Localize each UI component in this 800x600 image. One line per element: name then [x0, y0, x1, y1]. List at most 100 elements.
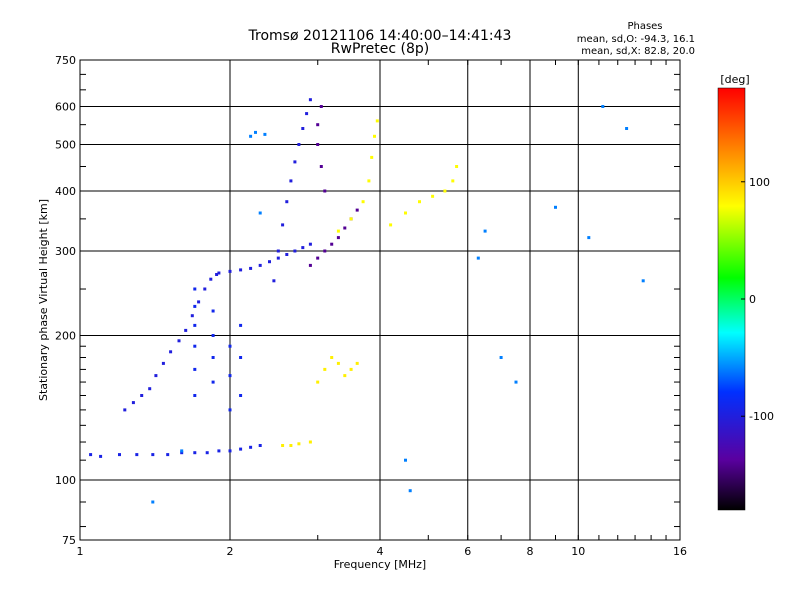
data-point: 2.3 MHz, 280 km: [258, 263, 262, 267]
colorbar-tick-label: 0: [749, 293, 756, 306]
data-point: 7 MHz, 180 km: [499, 356, 503, 359]
data-point: 2.1 MHz, 116 km: [239, 447, 243, 451]
colorbar-tick-label: 100: [749, 176, 770, 189]
data-point: 4.8 MHz, 380 km: [418, 200, 421, 204]
data-point: 1.7 MHz, 230 km: [193, 304, 197, 308]
data-point: 5.7 MHz, 450 km: [455, 165, 459, 168]
data-point: 1.5 MHz, 113 km: [166, 453, 170, 457]
data-point: 3.7 MHz, 380 km: [361, 200, 365, 204]
data-point: 3.05 MHz, 450 km: [319, 165, 323, 168]
data-point: 3.2 MHz, 310 km: [330, 242, 334, 246]
data-point: 2.25 MHz, 530 km: [254, 130, 257, 134]
data-point: 1.7 MHz, 190 km: [193, 344, 197, 348]
data-point: 2.1 MHz, 274 km: [239, 268, 243, 272]
data-point: 2.9 MHz, 620 km: [308, 98, 312, 102]
data-point: 1.7 MHz, 114 km: [193, 451, 197, 455]
data-point: 1.58 MHz, 195 km: [177, 339, 181, 343]
data-point: 5.1 MHz, 390 km: [431, 194, 435, 198]
data-point: 2.4 MHz, 285 km: [268, 260, 271, 264]
data-point: 3.1 MHz, 170 km: [323, 367, 327, 371]
data-point: 3.3 MHz, 320 km: [336, 236, 340, 240]
data-point: 1.4 MHz, 90 km: [151, 500, 155, 504]
data-point: 3.6 MHz, 365 km: [355, 208, 359, 212]
data-point: 1.47 MHz, 175 km: [161, 361, 165, 365]
data-point: 2.35 MHz, 525 km: [263, 132, 267, 136]
data-point: 2.1 MHz, 210 km: [239, 323, 243, 327]
data-point: 5.6 MHz, 420 km: [451, 179, 455, 183]
data-point: 2.75 MHz, 500 km: [297, 143, 301, 146]
data-point: 1.7 MHz, 170 km: [193, 367, 197, 371]
data-point: 10.5 MHz, 320 km: [587, 236, 591, 240]
data-point: 2.2 MHz, 276 km: [249, 266, 253, 270]
data-point: 2.9 MHz, 120 km: [308, 440, 312, 444]
data-point: 1.78 MHz, 250 km: [203, 287, 207, 291]
data-point: 5.4 MHz, 400 km: [443, 189, 447, 193]
x-tick-label: 2: [227, 545, 234, 558]
data-point: 4.5 MHz, 360 km: [404, 211, 407, 215]
data-point: 3.5 MHz, 350 km: [349, 217, 353, 221]
x-axis-ticks: 1 2 4 6 8 10 16: [77, 60, 687, 558]
x-axis-label: Frequency [MHz]: [334, 558, 426, 571]
data-point: 1.28 MHz, 145 km: [131, 401, 135, 405]
data-point: 1.4 MHz, 113 km: [151, 453, 155, 457]
data-point: 1.05 MHz, 113 km: [89, 453, 93, 457]
data-point: 1.9 MHz, 115 km: [217, 449, 221, 453]
data-point: 4.2 MHz, 340 km: [389, 223, 393, 227]
data-point: 3.1 MHz, 400 km: [323, 189, 327, 193]
data-point: 1.9 MHz, 270 km: [217, 271, 221, 275]
phase-stats-header: Phases: [627, 21, 662, 32]
data-point: 2.1 MHz, 150 km: [239, 394, 243, 397]
y-tick-label: 600: [55, 101, 76, 114]
data-point: 3.5 MHz, 170 km: [349, 367, 353, 371]
data-point: 1.3 MHz, 113 km: [135, 453, 139, 457]
y-tick-label: 750: [55, 54, 76, 67]
data-point: 1.8 MHz, 114 km: [205, 451, 209, 455]
y-tick-label: 100: [55, 474, 76, 487]
data-point: 2.6 MHz, 295 km: [285, 253, 289, 256]
x-tick-label: 1: [77, 545, 84, 558]
data-point: 3.6 MHz, 175 km: [355, 361, 359, 365]
data-point: 2.65 MHz, 420 km: [289, 179, 293, 183]
chart-subtitle: RwPretec (8p): [331, 41, 429, 57]
data-point: 3.95 MHz, 560 km: [375, 119, 379, 123]
data-point: 1.85 MHz, 160 km: [211, 380, 215, 384]
data-point: 1.85 MHz, 225 km: [211, 309, 215, 313]
data-point: 1.23 MHz, 140 km: [123, 408, 127, 412]
data-point: 3.4 MHz, 165 km: [343, 374, 347, 378]
y-axis-label: Stationary phase Virtual Height [km]: [37, 199, 50, 401]
data-point: 2.85 MHz, 580 km: [305, 112, 309, 116]
data-point: 2.5 MHz, 300 km: [276, 249, 280, 253]
colorbar-tick-label: -100: [749, 410, 774, 423]
data-point: 2.3 MHz, 118 km: [258, 444, 262, 447]
colorbar-label: [deg]: [720, 73, 749, 86]
data-point: 1.68 MHz, 220 km: [190, 314, 194, 318]
data-point: 3 MHz, 160 km: [316, 380, 320, 384]
data-point: 3.3 MHz, 330 km: [336, 229, 340, 233]
data-point: 6.5 MHz, 330 km: [483, 229, 487, 233]
data-point: 3.2 MHz, 180 km: [330, 356, 334, 359]
data-point: 3 MHz, 500 km: [316, 143, 320, 146]
data-point: 3.8 MHz, 420 km: [367, 179, 371, 183]
colorbar: [717, 87, 746, 511]
data-point: 2.7 MHz, 300 km: [293, 249, 297, 253]
data-point: 1.7 MHz, 150 km: [193, 394, 197, 397]
x-tick-label: 8: [527, 545, 534, 558]
data-point: 2.1 MHz, 180 km: [239, 356, 243, 359]
data-point: 1.6 MHz, 115 km: [180, 449, 184, 453]
data-point: 7.5 MHz, 160 km: [514, 380, 518, 384]
data-point: 4.5 MHz, 110 km: [404, 458, 407, 462]
y-tick-label: 200: [55, 330, 76, 343]
x-tick-label: 10: [571, 545, 585, 558]
data-point: 1.7 MHz, 210 km: [193, 323, 197, 327]
data-point: 1.83 MHz, 262 km: [209, 277, 213, 281]
data-point: 1.7 MHz, 250 km: [193, 287, 197, 291]
data-point: 2 MHz, 190 km: [228, 344, 232, 348]
data-point: 2.9 MHz, 280 km: [308, 263, 312, 267]
y-tick-label: 500: [55, 139, 76, 152]
data-point: 3.9 MHz, 520 km: [373, 134, 376, 138]
data-point: 3 MHz, 290 km: [316, 256, 320, 260]
data-points: 1.05 MHz, 113 km 1.1 MHz, 112 km 1.2 MHz, …: [89, 98, 645, 504]
data-point: 2.8 MHz, 305 km: [301, 246, 305, 250]
colorbar-ticks: 100 0 -100: [741, 176, 774, 423]
data-point: 1.52 MHz, 185 km: [169, 350, 173, 354]
